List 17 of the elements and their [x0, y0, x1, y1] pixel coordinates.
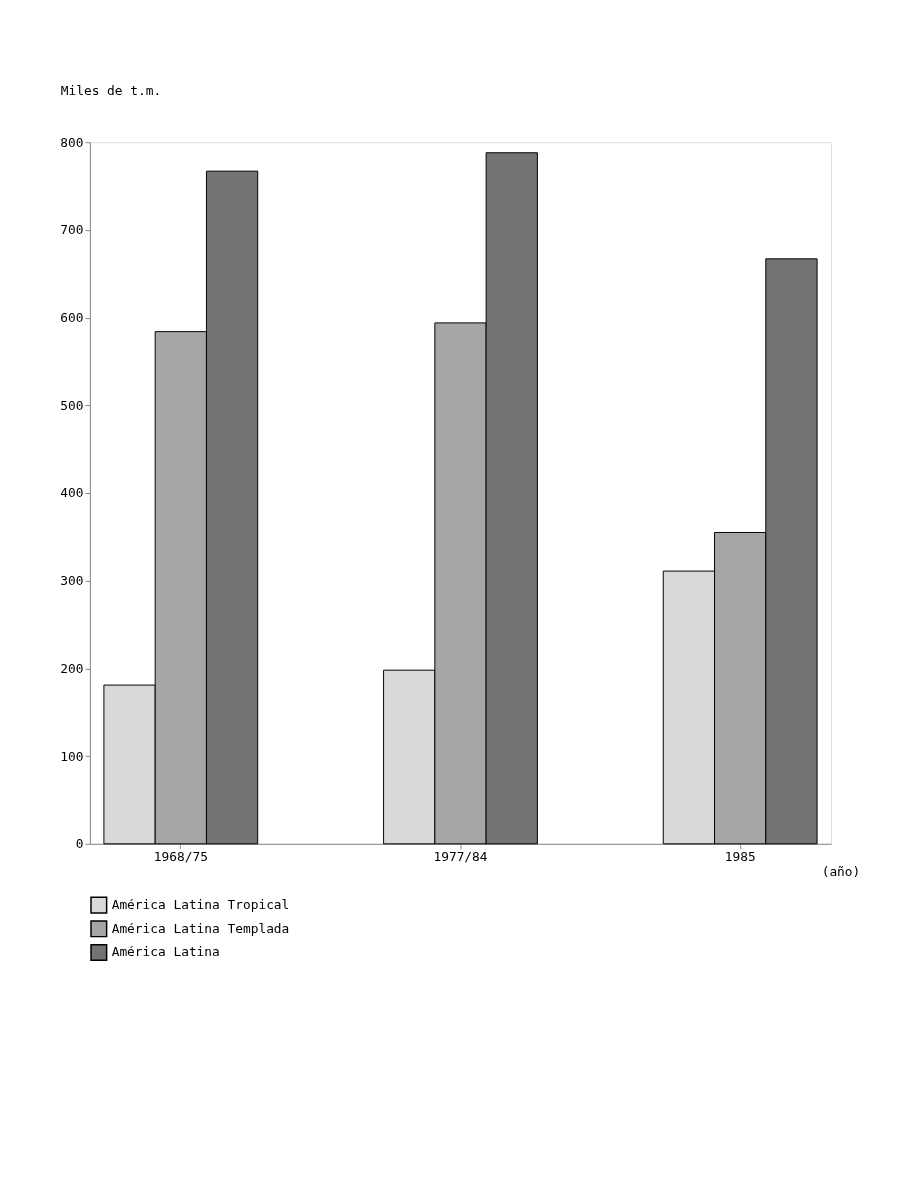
y-tick-label: 800 — [60, 134, 84, 150]
x-tick-label: 1977/84 — [433, 849, 488, 865]
y-tick-label: 100 — [60, 748, 84, 764]
y-tick-label: 600 — [60, 310, 84, 326]
legend-label: América Latina — [111, 944, 220, 960]
x-tick-label: 1968/75 — [153, 849, 208, 865]
legend-label: América Latina Tropical — [111, 897, 290, 913]
legend-label: América Latina Templada — [111, 920, 290, 936]
y-axis-title: Miles de t.m. — [60, 83, 162, 99]
y-tick-label: 0 — [75, 836, 84, 852]
y-tick-label: 400 — [60, 485, 84, 501]
x-axis-title: (año) — [821, 863, 861, 879]
x-tick-label: 1985 — [724, 849, 756, 865]
y-tick-label: 700 — [60, 222, 84, 238]
y-tick-label: 500 — [60, 397, 84, 413]
y-tick-label: 300 — [60, 573, 84, 589]
y-tick-label: 200 — [60, 660, 84, 676]
